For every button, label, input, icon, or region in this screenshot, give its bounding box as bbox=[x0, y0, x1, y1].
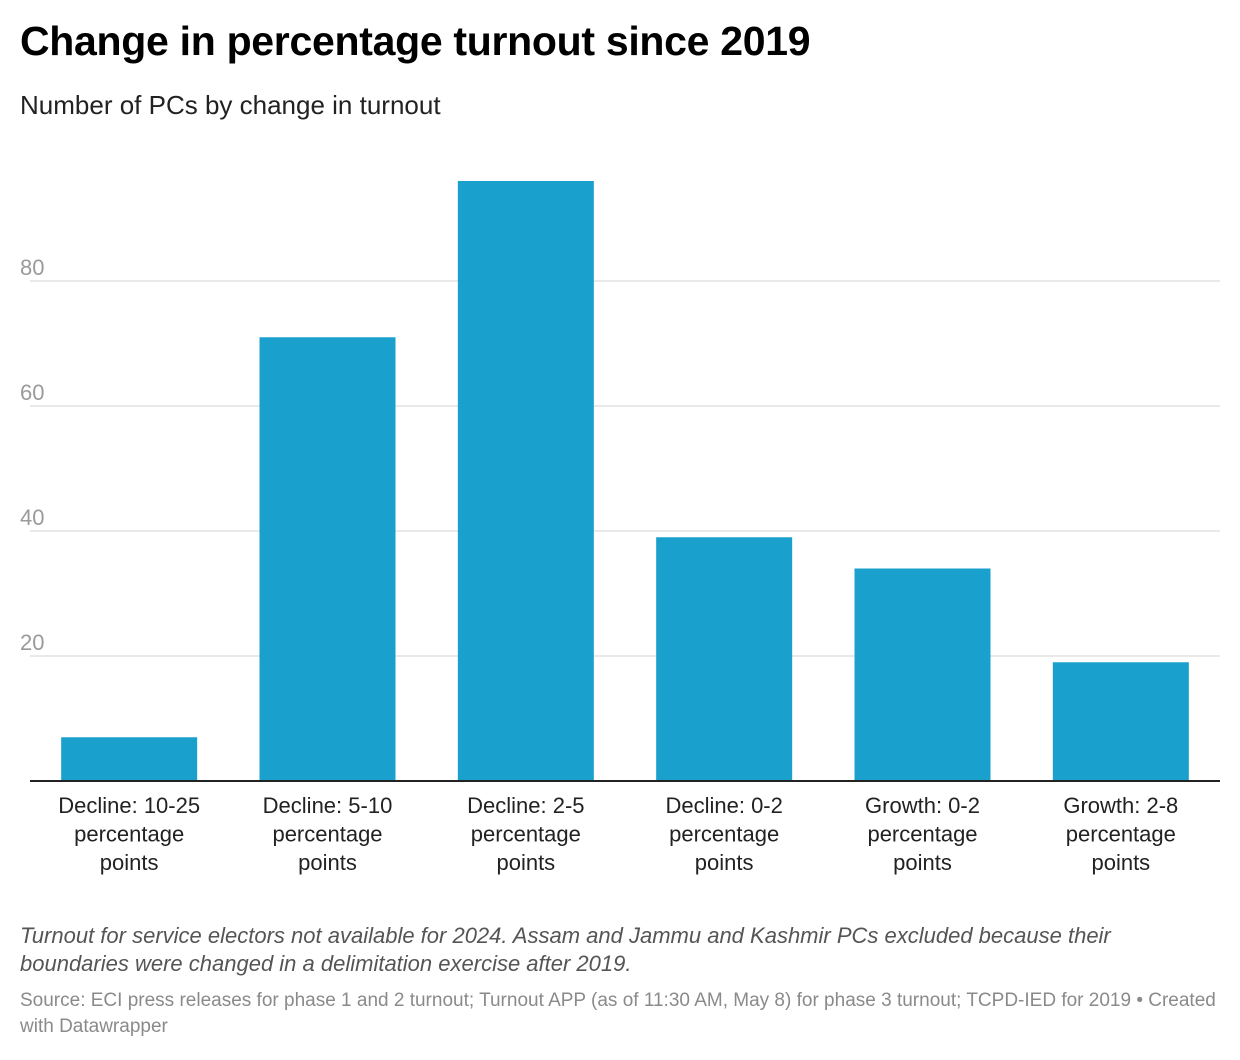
gridlines: 20 40 60 80 bbox=[20, 255, 1220, 657]
category-label-line: Decline: 0-2 bbox=[665, 793, 782, 818]
category-label-line: points bbox=[695, 850, 754, 875]
bar bbox=[259, 337, 396, 781]
category-label-line: points bbox=[893, 850, 952, 875]
category-label-line: percentage bbox=[74, 822, 184, 847]
category-label-line: Growth: 0-2 bbox=[865, 793, 980, 818]
category-label-line: percentage bbox=[867, 822, 977, 847]
chart-source: Source: ECI press releases for phase 1 a… bbox=[20, 990, 1216, 1037]
y-tick-label: 80 bbox=[20, 255, 44, 280]
category-label-line: points bbox=[298, 850, 357, 875]
category-label-line: percentage bbox=[272, 822, 382, 847]
bars bbox=[61, 181, 1189, 781]
chart-title: Change in percentage turnout since 2019 bbox=[20, 18, 811, 64]
category-label-line: Decline: 5-10 bbox=[263, 793, 393, 818]
category-label: Decline: 0-2 percentage points bbox=[665, 793, 782, 875]
category-label-line: Decline: 10-25 bbox=[58, 793, 200, 818]
category-label: Growth: 0-2 percentage points bbox=[865, 793, 980, 875]
category-label-line: points bbox=[496, 850, 555, 875]
category-label-line: points bbox=[100, 850, 159, 875]
category-label-line: percentage bbox=[1066, 822, 1176, 847]
bar bbox=[457, 181, 594, 781]
category-label-line: percentage bbox=[669, 822, 779, 847]
category-label-line: Decline: 2-5 bbox=[467, 793, 584, 818]
category-label-line: Growth: 2-8 bbox=[1063, 793, 1178, 818]
category-label-line: percentage bbox=[471, 822, 581, 847]
category-label: Decline: 10-25 percentage points bbox=[58, 793, 200, 875]
chart-note: Turnout for service electors not availab… bbox=[20, 923, 1111, 976]
bar bbox=[854, 568, 991, 781]
y-tick-label: 60 bbox=[20, 380, 44, 405]
category-label-line: points bbox=[1091, 850, 1150, 875]
category-label: Decline: 2-5 percentage points bbox=[467, 793, 584, 875]
category-label: Growth: 2-8 percentage points bbox=[1063, 793, 1178, 875]
y-tick-label: 20 bbox=[20, 630, 44, 655]
bar bbox=[61, 737, 198, 781]
bar bbox=[1052, 662, 1189, 781]
chart-subtitle: Number of PCs by change in turnout bbox=[20, 90, 441, 120]
bar bbox=[656, 537, 793, 781]
category-label: Decline: 5-10 percentage points bbox=[263, 793, 393, 875]
y-tick-label: 40 bbox=[20, 505, 44, 530]
